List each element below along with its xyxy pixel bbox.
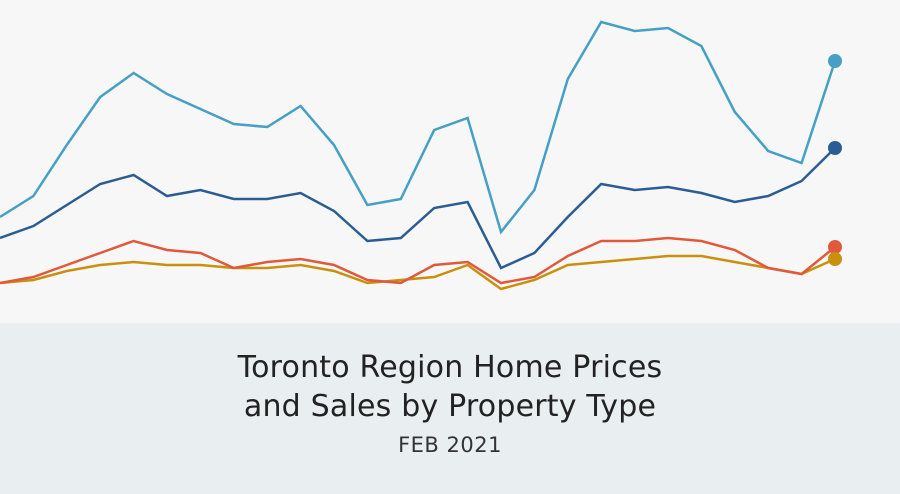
- title-band: Toronto Region Home Prices and Sales by …: [0, 323, 900, 494]
- chart-title-line-1: Toronto Region Home Prices: [237, 350, 663, 385]
- chart-subtitle-date: FEB 2021: [398, 433, 502, 457]
- series-end-marker-3: [828, 240, 842, 254]
- series-line-4: [0, 254, 836, 291]
- series-end-marker-2: [828, 141, 842, 155]
- chart-title-line-2: and Sales by Property Type: [243, 389, 657, 424]
- line-chart: [0, 20, 842, 291]
- series-end-marker-1: [828, 54, 842, 68]
- series-line-2: [0, 147, 836, 270]
- series-line-1: [0, 20, 837, 235]
- chart-area: [0, 20, 842, 291]
- series-end-marker-4: [828, 252, 842, 266]
- series-line-3: [0, 236, 836, 285]
